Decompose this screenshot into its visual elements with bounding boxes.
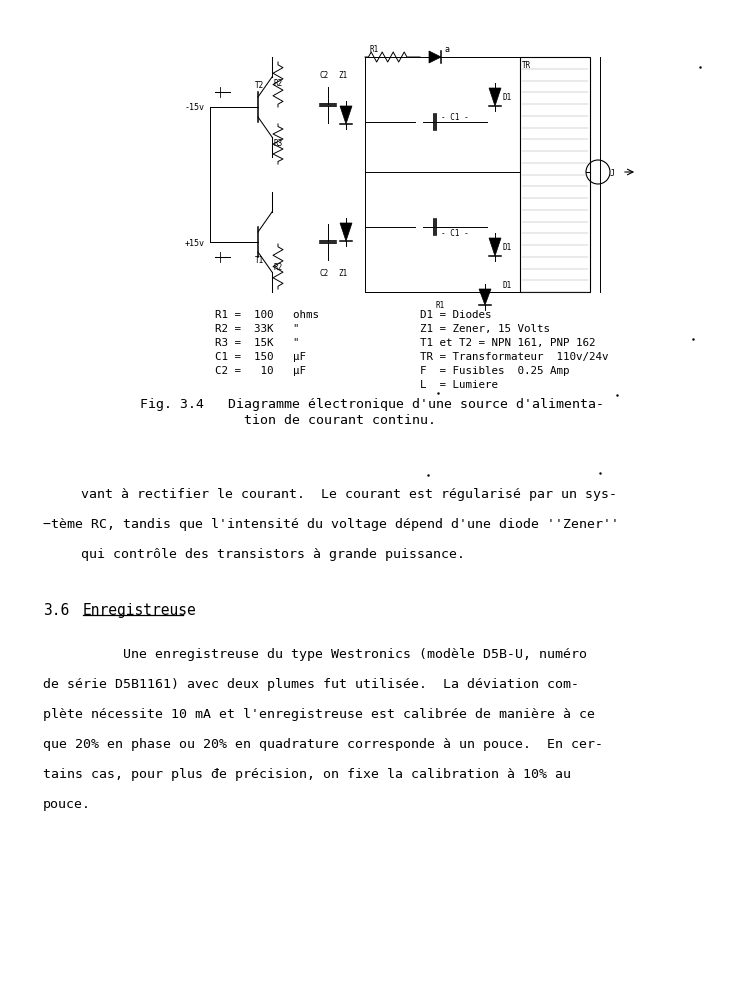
Text: tains cas, pour plus đe précision, on fixe la calibration à 10% au: tains cas, pour plus đe précision, on fi…	[43, 767, 571, 780]
Text: Fig. 3.4   Diagramme électronique d'une source d'alimenta-: Fig. 3.4 Diagramme électronique d'une so…	[140, 397, 604, 410]
Text: C1 =  150   μF: C1 = 150 μF	[215, 352, 306, 362]
Text: R1: R1	[370, 45, 380, 54]
Text: +15v: +15v	[185, 239, 205, 248]
Text: L  = Lumiere: L = Lumiere	[420, 379, 498, 389]
Text: plète nécessite 10 mA et l'enregistreuse est calibrée de manière à ce: plète nécessite 10 mA et l'enregistreuse…	[43, 707, 595, 720]
Text: C2: C2	[320, 268, 329, 277]
Text: R1 =  100   ohms: R1 = 100 ohms	[215, 310, 319, 320]
Text: - C1 -: - C1 -	[441, 229, 469, 238]
Text: C2 =   10   μF: C2 = 10 μF	[215, 366, 306, 376]
Text: Z1: Z1	[338, 71, 347, 80]
Text: qui contrôle des transistors à grande puissance.: qui contrôle des transistors à grande pu…	[81, 548, 465, 561]
Polygon shape	[489, 239, 501, 257]
Text: Z1: Z1	[338, 268, 347, 277]
Text: D1: D1	[503, 93, 512, 102]
Text: R3: R3	[274, 138, 283, 147]
Text: R2 =  33K   ": R2 = 33K "	[215, 324, 300, 334]
Text: T1: T1	[255, 256, 264, 265]
Text: F  = Fusibles  0.25 Amp: F = Fusibles 0.25 Amp	[420, 366, 569, 376]
Polygon shape	[429, 52, 441, 64]
Bar	[520, 58, 590, 293]
Text: T1 et T2 = NPN 161, PNP 162: T1 et T2 = NPN 161, PNP 162	[420, 338, 596, 348]
Text: D1 = Diodes: D1 = Diodes	[420, 310, 492, 320]
Text: T2: T2	[255, 81, 264, 90]
Text: Une enregistreuse du type Westronics (modèle D5B-U, numéro: Une enregistreuse du type Westronics (mo…	[43, 647, 587, 660]
Text: D1: D1	[503, 280, 512, 289]
Text: J: J	[610, 169, 615, 178]
Text: -15v: -15v	[185, 103, 205, 112]
Text: D1: D1	[503, 244, 512, 252]
Text: vant à rectifier le courant.  Le courant est régularisé par un sys-: vant à rectifier le courant. Le courant …	[81, 487, 617, 500]
Text: R1: R1	[435, 300, 444, 309]
Text: - C1 -: - C1 -	[441, 113, 469, 122]
Text: R2: R2	[274, 78, 283, 87]
Text: que 20% en phase ou 20% en quadrature corresponde à un pouce.  En cer-: que 20% en phase ou 20% en quadrature co…	[43, 737, 603, 750]
Text: C2: C2	[320, 71, 329, 80]
Text: tion de courant continu.: tion de courant continu.	[140, 413, 436, 426]
Text: R3 =  15K   ": R3 = 15K "	[215, 338, 300, 348]
Text: pouce.: pouce.	[43, 797, 91, 810]
Polygon shape	[489, 89, 501, 107]
Text: TR: TR	[522, 61, 532, 70]
Text: de série D5B1161) avec deux plumes fut utilisée.  La déviation com-: de série D5B1161) avec deux plumes fut u…	[43, 677, 579, 690]
Text: −tème RC, tandis que l'intensité du voltage dépend d'une diode ''Zener'': −tème RC, tandis que l'intensité du volt…	[43, 518, 619, 531]
Polygon shape	[340, 107, 352, 125]
Polygon shape	[479, 290, 491, 306]
Text: TR = Transformateur  110v/24v: TR = Transformateur 110v/24v	[420, 352, 608, 362]
Polygon shape	[340, 224, 352, 242]
Text: R2: R2	[274, 263, 283, 272]
Text: Z1 = Zener, 15 Volts: Z1 = Zener, 15 Volts	[420, 324, 550, 334]
Text: a: a	[445, 45, 450, 54]
Text: 3.6: 3.6	[43, 603, 69, 618]
Text: Enregistreuse: Enregistreuse	[83, 603, 197, 618]
